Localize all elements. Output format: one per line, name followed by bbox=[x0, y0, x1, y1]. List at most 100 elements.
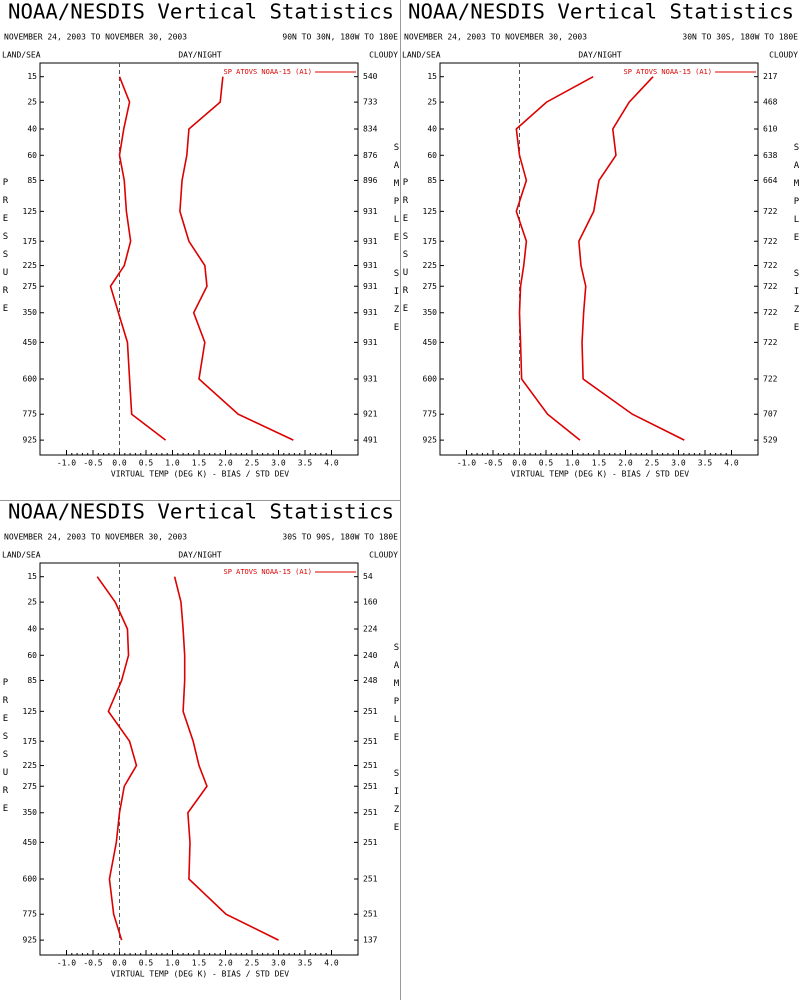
x-tick-label: -0.5 bbox=[83, 459, 102, 468]
sample-size: 722 bbox=[763, 338, 778, 347]
sample-size: 160 bbox=[363, 598, 378, 607]
sample-size: 491 bbox=[363, 436, 378, 445]
y-tick-label: 125 bbox=[23, 707, 38, 716]
x-tick-label: 0.0 bbox=[112, 959, 127, 968]
x-tick-label: 0.0 bbox=[512, 459, 527, 468]
sample-size: 251 bbox=[363, 707, 378, 716]
bias-line bbox=[96, 576, 138, 941]
x-tick-label: -0.5 bbox=[83, 959, 102, 968]
day-night: DAY/NIGHT bbox=[178, 51, 222, 60]
x-tick-label: 2.5 bbox=[245, 459, 260, 468]
sample-size: 251 bbox=[363, 838, 378, 847]
y-tick-label: 450 bbox=[23, 838, 38, 847]
legend-label: SP ATOVS NOAA-15 (A1) bbox=[223, 68, 312, 76]
y-tick-label: 25 bbox=[427, 98, 437, 107]
plot-frame bbox=[439, 62, 759, 456]
sample-size: 722 bbox=[763, 282, 778, 291]
sample-size: 638 bbox=[763, 151, 778, 160]
cloudy: CLOUDY bbox=[369, 551, 398, 560]
x-tick-label: 3.5 bbox=[298, 459, 313, 468]
land-sea: LAND/SEA bbox=[402, 51, 441, 60]
sample-size: 931 bbox=[363, 374, 378, 383]
y-tick-label: 85 bbox=[27, 176, 37, 185]
y-axis-label: PRESSURE bbox=[1, 178, 11, 322]
std-dev-line bbox=[179, 76, 294, 441]
sample-size: 733 bbox=[363, 98, 378, 107]
x-tick-label: 4.0 bbox=[324, 459, 339, 468]
bias-line bbox=[109, 76, 167, 441]
x-tick-label: 4.0 bbox=[324, 959, 339, 968]
sample-size: 529 bbox=[763, 436, 778, 445]
y-tick-label: 600 bbox=[23, 374, 38, 383]
y2-axis-label: SAMPLE SIZE bbox=[392, 643, 402, 841]
sample-size: 931 bbox=[363, 338, 378, 347]
y-tick-label: 60 bbox=[27, 151, 37, 160]
sample-size: 468 bbox=[763, 98, 778, 107]
cloudy: CLOUDY bbox=[369, 51, 398, 60]
x-axis-label: VIRTUAL TEMP (DEG K) - BIAS / STD DEV bbox=[511, 470, 689, 479]
y-tick-label: 275 bbox=[23, 782, 38, 791]
y-tick-label: 775 bbox=[23, 410, 38, 419]
sample-size: 931 bbox=[363, 207, 378, 216]
std-dev-line bbox=[173, 576, 279, 941]
y-tick-label: 40 bbox=[27, 124, 37, 133]
y-tick-label: 15 bbox=[27, 72, 37, 81]
y-tick-label: 125 bbox=[23, 207, 38, 216]
date-range: NOVEMBER 24, 2003 TO NOVEMBER 30, 2003 bbox=[404, 33, 587, 42]
sample-size: 240 bbox=[363, 651, 378, 660]
x-tick-label: -1.0 bbox=[457, 459, 476, 468]
x-tick-label: 3.0 bbox=[671, 459, 686, 468]
sample-size: 137 bbox=[363, 936, 378, 945]
x-tick-label: 0.0 bbox=[112, 459, 127, 468]
y-tick-label: 125 bbox=[423, 207, 438, 216]
y-tick-label: 925 bbox=[423, 436, 438, 445]
bias-line bbox=[515, 76, 594, 441]
y-tick-label: 15 bbox=[27, 572, 37, 581]
sample-size: 707 bbox=[763, 410, 778, 419]
y-tick-label: 275 bbox=[423, 282, 438, 291]
plot-frame bbox=[39, 62, 359, 456]
x-tick-label: 1.0 bbox=[165, 459, 180, 468]
x-tick-label: -0.5 bbox=[483, 459, 502, 468]
region: 90N TO 30N, 180W TO 180E bbox=[282, 33, 398, 42]
y-tick-label: 85 bbox=[427, 176, 437, 185]
y-tick-label: 225 bbox=[23, 261, 38, 270]
x-tick-label: 2.0 bbox=[218, 959, 233, 968]
chart-panel: NOAA/NESDIS Vertical Statistics NOVEMBER … bbox=[401, 0, 800, 479]
y-tick-label: 85 bbox=[27, 676, 37, 685]
y-tick-label: 450 bbox=[423, 338, 438, 347]
sample-size: 248 bbox=[363, 676, 378, 685]
sample-size: 931 bbox=[363, 237, 378, 246]
sample-size: 921 bbox=[363, 410, 378, 419]
x-tick-label: 1.5 bbox=[592, 459, 607, 468]
y-tick-label: 25 bbox=[27, 98, 37, 107]
sample-size: 251 bbox=[363, 910, 378, 919]
x-tick-label: -1.0 bbox=[57, 459, 76, 468]
region: 30S TO 90S, 180W TO 180E bbox=[282, 533, 398, 542]
cloudy: CLOUDY bbox=[769, 51, 798, 60]
sample-size: 722 bbox=[763, 261, 778, 270]
y-tick-label: 175 bbox=[423, 237, 438, 246]
x-tick-label: 3.0 bbox=[271, 959, 286, 968]
x-tick-label: 1.0 bbox=[565, 459, 580, 468]
y2-axis-label: SAMPLE SIZE bbox=[792, 143, 800, 341]
sample-size: 251 bbox=[363, 761, 378, 770]
sample-size: 722 bbox=[763, 207, 778, 216]
x-tick-label: 0.5 bbox=[139, 959, 154, 968]
y-tick-label: 225 bbox=[23, 761, 38, 770]
legend-label: SP ATOVS NOAA-15 (A1) bbox=[223, 568, 312, 576]
x-axis-label: VIRTUAL TEMP (DEG K) - BIAS / STD DEV bbox=[111, 970, 289, 979]
sample-size: 540 bbox=[363, 72, 378, 81]
chart-title: NOAA/NESDIS Vertical Statistics bbox=[408, 0, 794, 24]
y-tick-label: 350 bbox=[423, 308, 438, 317]
x-tick-label: 2.5 bbox=[645, 459, 660, 468]
y-tick-label: 450 bbox=[23, 338, 38, 347]
y-tick-label: 60 bbox=[27, 651, 37, 660]
y-tick-label: 25 bbox=[27, 598, 37, 607]
date-range: NOVEMBER 24, 2003 TO NOVEMBER 30, 2003 bbox=[4, 33, 187, 42]
std-dev-line bbox=[578, 76, 685, 441]
y-axis-label: PRESSURE bbox=[401, 178, 411, 322]
sample-size: 931 bbox=[363, 261, 378, 270]
sample-size: 217 bbox=[763, 72, 778, 81]
x-tick-label: 1.5 bbox=[192, 459, 207, 468]
